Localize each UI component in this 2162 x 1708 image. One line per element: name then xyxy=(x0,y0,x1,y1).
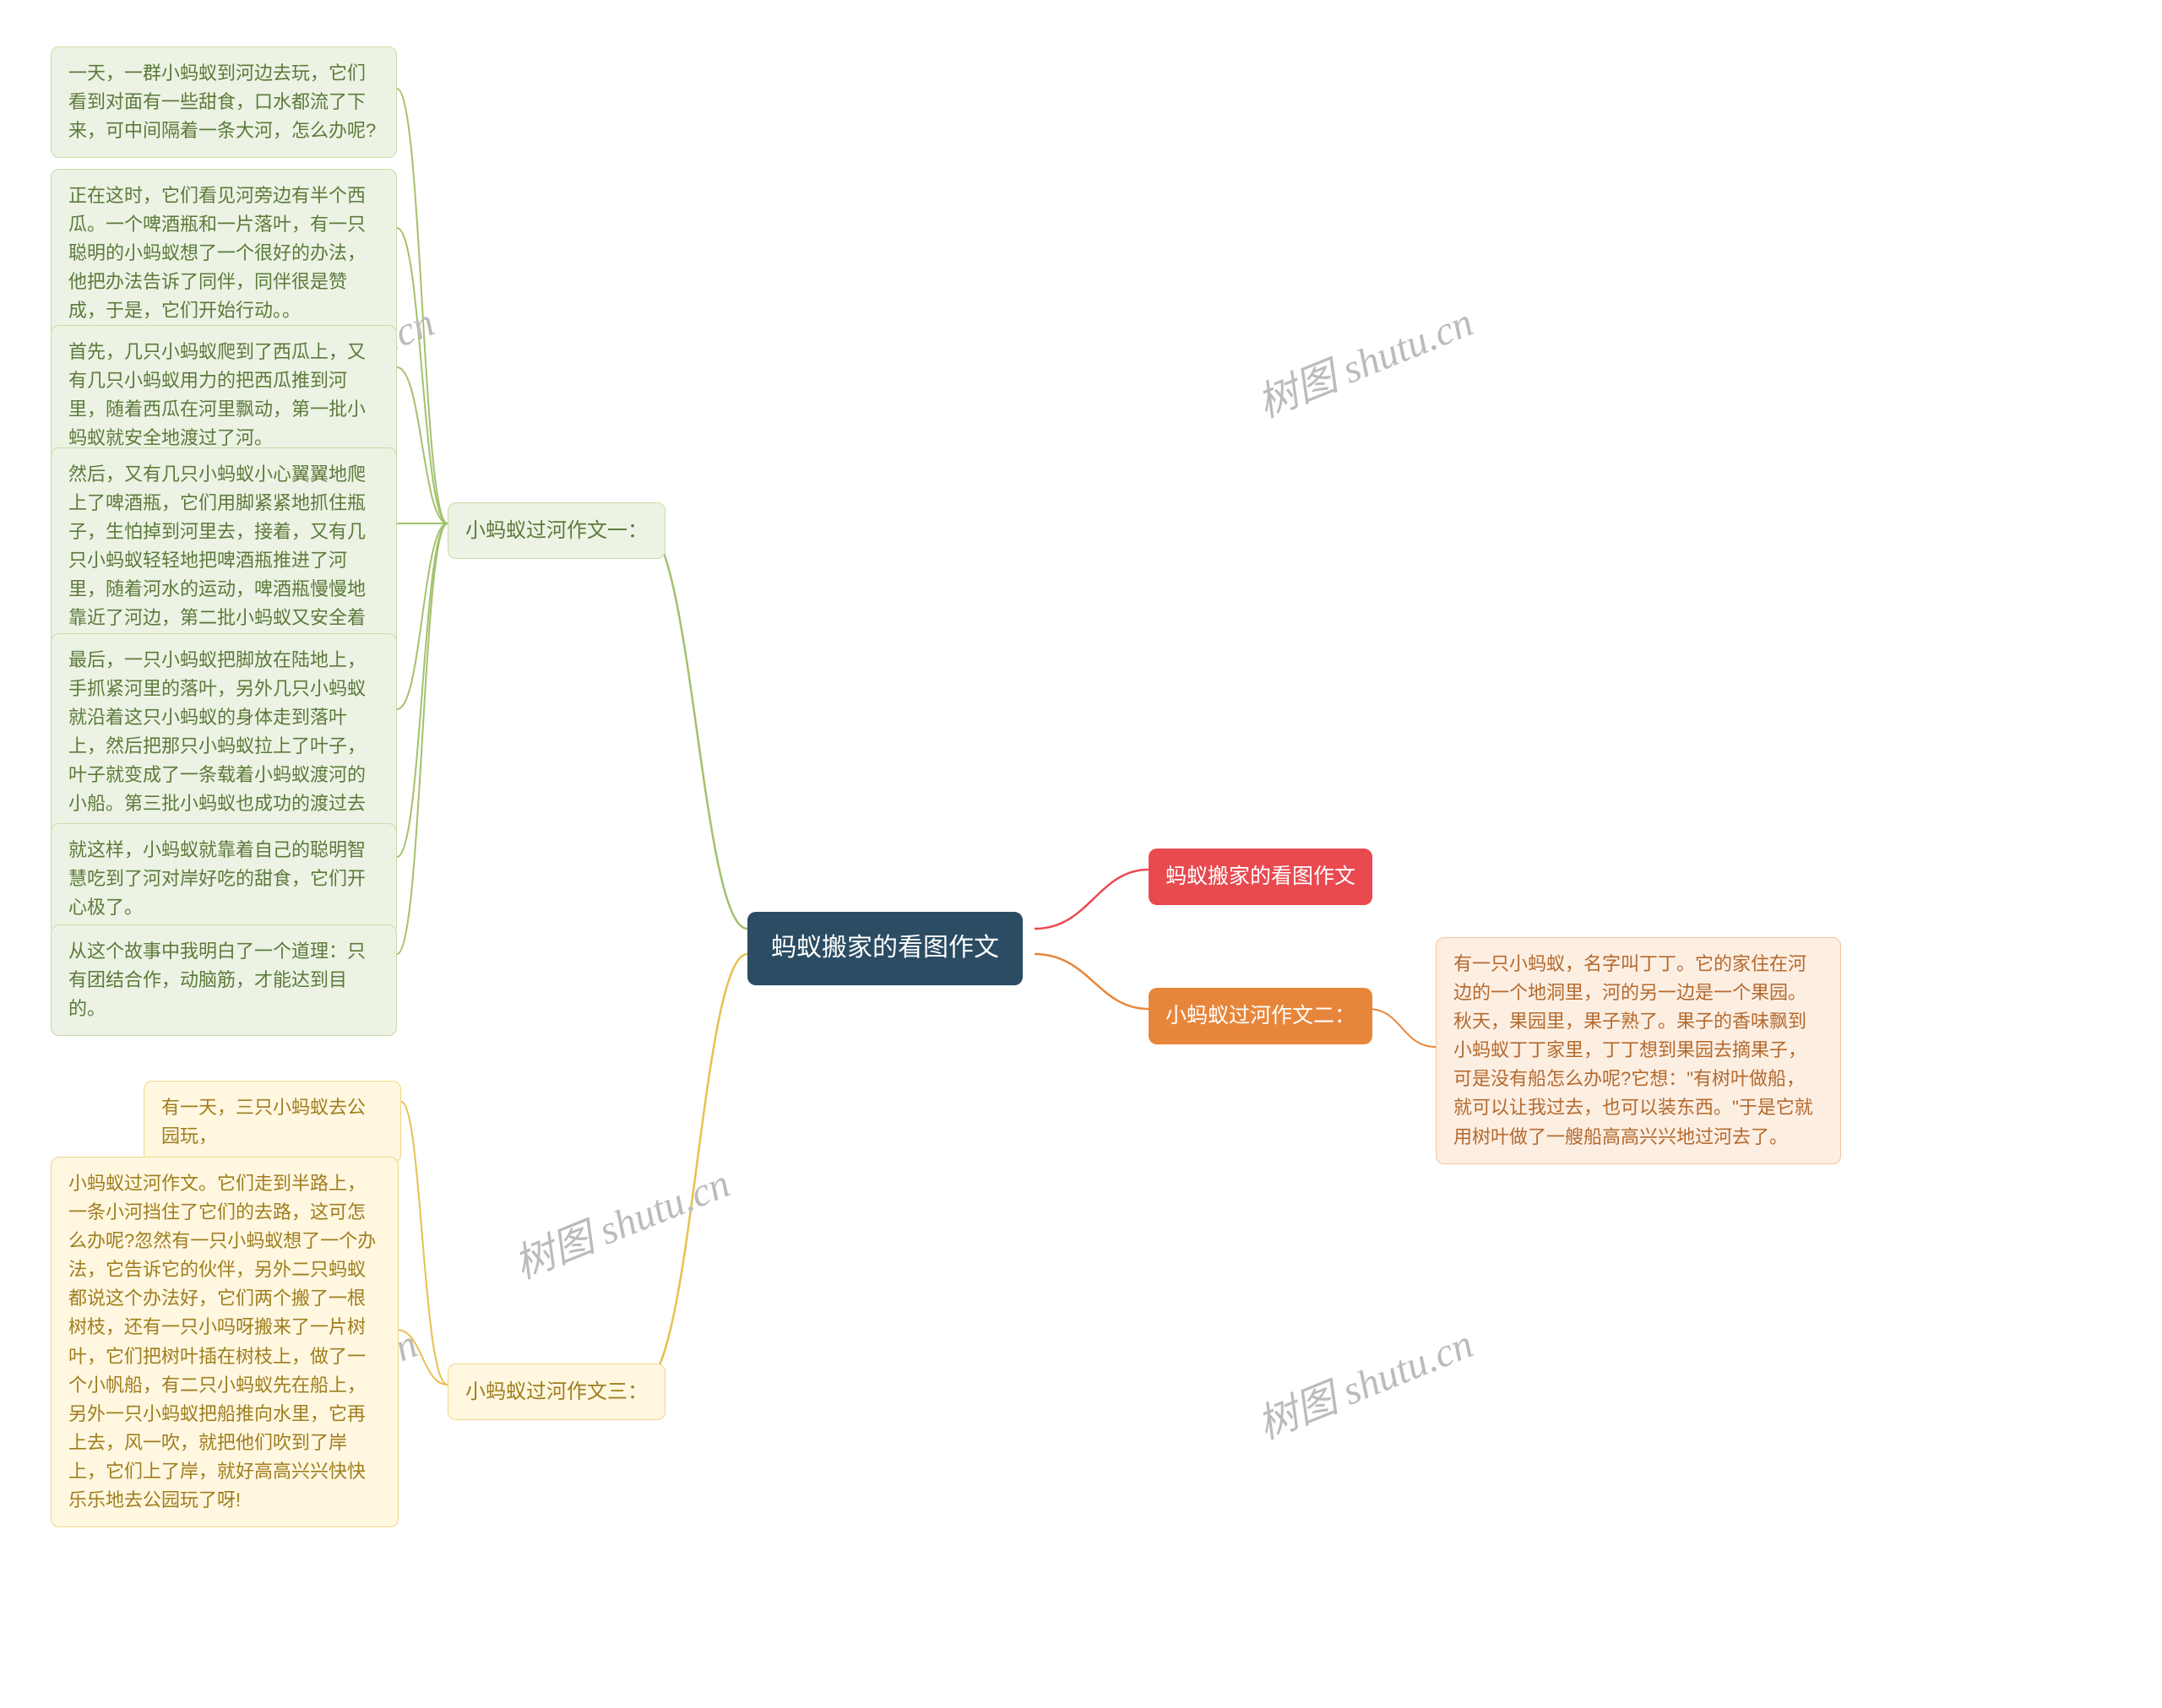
root-node: 蚂蚁搬家的看图作文 xyxy=(747,912,1023,985)
essay2-leaf-0: 有一只小蚂蚁，名字叫丁丁。它的家住在河边的一个地洞里，河的另一边是一个果园。秋天… xyxy=(1436,937,1841,1164)
essay1-leaf-2: 首先，几只小蚂蚁爬到了西瓜上，又有几只小蚂蚁用力的把西瓜推到河里，随着西瓜在河里… xyxy=(51,325,397,465)
branch-essay1: 小蚂蚁过河作文一： xyxy=(448,502,665,559)
watermark: 树图 shutu.cn xyxy=(1247,1310,1480,1450)
essay1-leaf-6: 从这个故事中我明白了一个道理：只有团结合作，动脑筋，才能达到目的。 xyxy=(51,924,397,1036)
branch-essay2: 小蚂蚁过河作文二： xyxy=(1149,988,1372,1044)
branch-essay3: 小蚂蚁过河作文三： xyxy=(448,1364,665,1420)
essay3-leaf-1: 小蚂蚁过河作文。它们走到半路上，一条小河挡住了它们的去路，这可怎么办呢?忽然有一… xyxy=(51,1157,399,1527)
essay1-leaf-0: 一天，一群小蚂蚁到河边去玩，它们看到对面有一些甜食，口水都流了下来，可中间隔着一… xyxy=(51,46,397,158)
essay3-leaf-0: 有一天，三只小蚂蚁去公园玩， xyxy=(144,1081,401,1163)
watermark: 树图 shutu.cn xyxy=(1247,289,1480,429)
branch-red: 蚂蚁搬家的看图作文 xyxy=(1149,849,1372,905)
essay1-leaf-1: 正在这时，它们看见河旁边有半个西瓜。一个啤酒瓶和一片落叶，有一只聪明的小蚂蚁想了… xyxy=(51,169,397,338)
essay1-leaf-5: 就这样，小蚂蚁就靠着自己的聪明智慧吃到了河对岸好吃的甜食，它们开心极了。 xyxy=(51,823,397,935)
watermark: 树图 shutu.cn xyxy=(504,1150,737,1290)
